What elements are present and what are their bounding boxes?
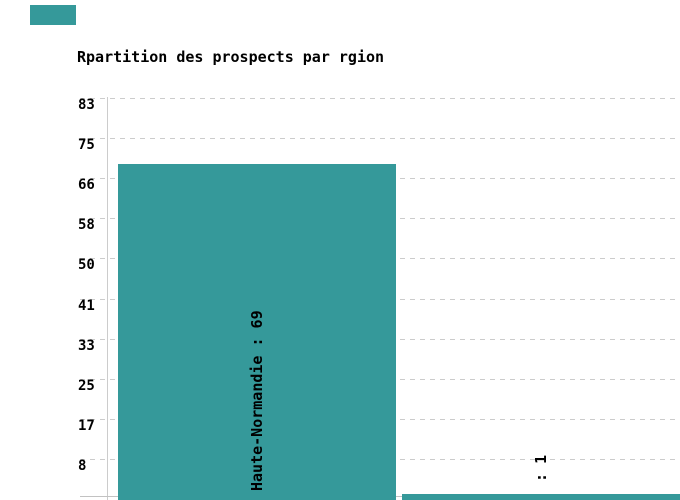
chart-title: Rpartition des prospects par rgion xyxy=(77,48,385,66)
bar-Haute-Normandie[interactable] xyxy=(117,164,396,500)
y-tick-label: 8 xyxy=(78,457,87,474)
y-tick-label: 17 xyxy=(78,417,95,434)
y-tick-label: 50 xyxy=(78,257,95,274)
y-tick-label: 66 xyxy=(78,177,95,194)
y-tick-label: 41 xyxy=(78,297,95,314)
bar-value-label: Haute-Normandie : 69 xyxy=(247,310,266,491)
bar-value-label: : 1 xyxy=(531,454,550,491)
y-axis-line xyxy=(107,97,108,500)
legend-swatch[interactable] xyxy=(30,5,76,25)
y-tick-label: 58 xyxy=(78,217,95,234)
y-tick-label: 25 xyxy=(78,377,95,394)
y-gridline xyxy=(80,98,680,99)
y-tick-label: 33 xyxy=(78,337,95,354)
bar-series-1[interactable] xyxy=(401,494,680,500)
y-gridline xyxy=(80,138,680,140)
y-tick-label: 75 xyxy=(78,137,95,154)
y-tick-label: 83 xyxy=(78,97,95,113)
